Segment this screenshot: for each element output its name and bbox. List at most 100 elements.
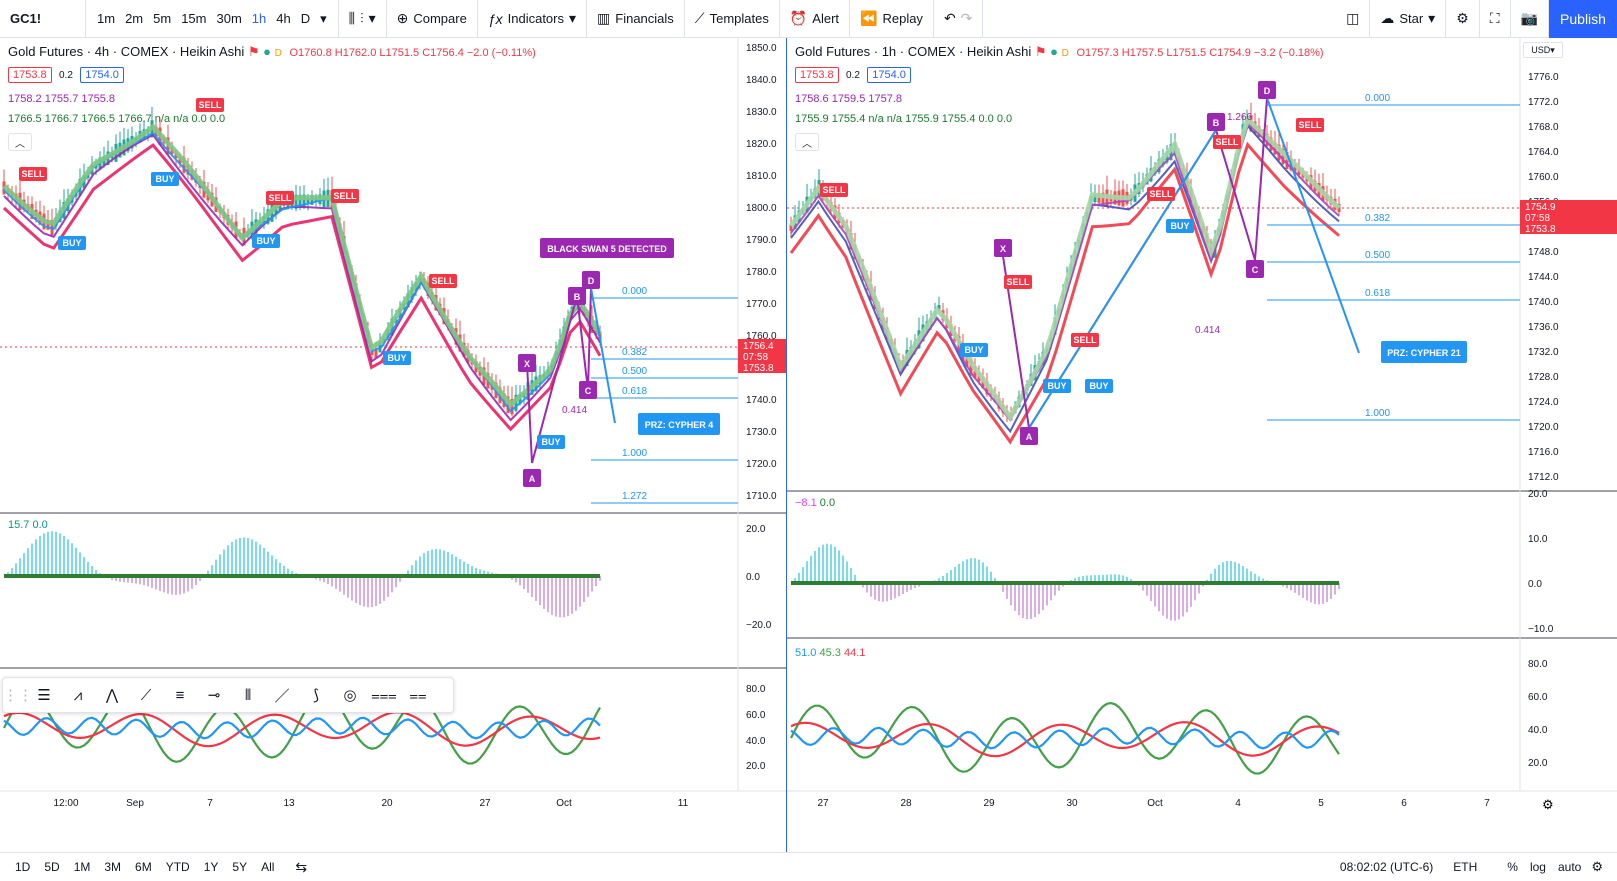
settings-button[interactable]: ⚙ — [1446, 0, 1480, 38]
time-axis-label: 27 — [817, 798, 829, 809]
signal-badge — [1085, 379, 1113, 393]
timeframe-1m[interactable]: 1m — [97, 11, 116, 26]
fib-channel-icon[interactable]: ⩵ — [409, 686, 427, 704]
pattern-point-marker — [1258, 81, 1276, 99]
moving-average-line — [2, 123, 603, 409]
range-ytd[interactable]: YTD — [165, 860, 190, 874]
osc1-axis-label: 10.0 — [1528, 534, 1548, 545]
flag-icon[interactable]: ⚑ — [247, 44, 260, 59]
range-1d[interactable]: 1D — [15, 860, 31, 874]
ma-legend-2: 1755.9 1755.4 n/a n/a 1755.9 1755.4 0.0 … — [795, 113, 1013, 125]
bottom-toolbar: 1D 5D 1M 3M 6M YTD 1Y 5Y All ⇆ 08:02:02 (UTC-6) … — [0, 852, 1617, 881]
spiral-icon[interactable]: ◎ — [343, 687, 357, 704]
chevron-down-icon: ▾ — [1550, 44, 1555, 55]
alert-button[interactable]: ⏰ Alert — [780, 0, 851, 38]
fx-icon: ƒx — [487, 10, 503, 27]
trend-channel-icon[interactable]: ⟋ — [140, 686, 152, 704]
fullscreen-icon: ⛶ — [1489, 10, 1500, 26]
symbol-search[interactable]: GC1! — [0, 0, 86, 38]
log-toggle[interactable]: log — [1529, 860, 1546, 874]
price-tag-text: 1753.8 — [1525, 224, 1556, 235]
goto-date-icon[interactable]: ⇆ — [295, 858, 308, 875]
oscillator-line — [3, 711, 601, 748]
signal-label: SELL — [1073, 335, 1097, 345]
timeframe-2m[interactable]: 2m — [125, 11, 144, 26]
abc-pattern-icon[interactable]: ⋀ — [105, 687, 119, 704]
session-toggle[interactable]: ETH — [1453, 860, 1478, 874]
auto-toggle[interactable]: auto — [1557, 860, 1582, 874]
bid-price[interactable]: 1753.8 — [8, 67, 52, 83]
publish-button[interactable]: Publish — [1549, 0, 1617, 38]
price-axis-label: 1720.0 — [746, 459, 777, 470]
ask-price[interactable]: 1754.0 — [867, 67, 911, 83]
percent-toggle[interactable]: % — [1507, 860, 1518, 874]
timeframe-15m[interactable]: 15m — [181, 11, 207, 26]
timeframe-1h[interactable]: 1h — [251, 11, 267, 26]
range-all[interactable]: All — [261, 860, 275, 874]
range-3m[interactable]: 3M — [104, 860, 122, 874]
signal-label: SELL — [268, 193, 292, 203]
flag-icon[interactable]: ⚑ — [1034, 44, 1047, 59]
collapse-legend-button[interactable]: ︿ — [795, 133, 819, 151]
left-chart-canvas[interactable]: 1850.0 1840.0 1830.0 1820.0 1810.0 1800.0 1790… — [0, 38, 786, 852]
timeframe-D[interactable]: D — [300, 11, 311, 26]
xabcd-pattern-icon[interactable]: ⩘ — [73, 686, 83, 704]
layout-button[interactable]: ◫ — [1336, 0, 1371, 38]
range-1m[interactable]: 1M — [73, 860, 91, 874]
currency-select[interactable]: USD ▾ — [1523, 42, 1563, 58]
candle — [302, 194, 306, 208]
range-6m[interactable]: 6M — [135, 860, 152, 874]
star-button[interactable]: ☁ Star ▾ — [1370, 0, 1447, 38]
time-axis-label: 13 — [283, 798, 295, 809]
indicators-button[interactable]: ƒx Indicators ▾ — [478, 0, 588, 38]
templates-icon: ⟋ — [694, 10, 705, 26]
projection-line — [1266, 97, 1360, 354]
signal-label: SELL — [21, 169, 45, 179]
horizontal-ray-icon[interactable]: ⊸ — [207, 687, 221, 704]
head-shoulders-icon[interactable]: ⟆ — [313, 687, 319, 704]
price-axis-label: 1760.0 — [746, 331, 777, 342]
collapse-legend-button[interactable]: ︿ — [8, 133, 32, 151]
range-5d[interactable]: 5D — [44, 860, 60, 874]
signal-badge — [820, 183, 848, 197]
fib-retracement-icon[interactable]: ≡ — [175, 686, 185, 704]
ask-price[interactable]: 1754.0 — [80, 67, 124, 83]
undo-icon[interactable]: ↶ — [943, 10, 956, 26]
clock[interactable]: 08:02:02 (UTC-6) — [1339, 860, 1434, 874]
fib-level-label: 1.272 — [622, 491, 647, 502]
financials-button[interactable]: ▥ Financials — [587, 0, 685, 38]
chevron-down-icon[interactable]: ▾ — [320, 10, 327, 26]
left-chart-title[interactable]: Gold Futures · 4h · COMEX · Heikin Ashi … — [8, 44, 536, 59]
vertical-lines-icon[interactable]: ⦀ — [244, 686, 252, 704]
redo-icon[interactable]: ↷ — [960, 10, 973, 26]
right-bid-ask: 1753.8 0.2 1754.0 — [795, 67, 911, 83]
fib-level-label: 0.500 — [1365, 250, 1390, 261]
range-5y[interactable]: 5Y — [232, 860, 248, 874]
right-chart-title[interactable]: Gold Futures · 1h · COMEX · Heikin Ashi … — [795, 44, 1324, 59]
compare-button[interactable]: ⊕ Compare — [387, 0, 478, 38]
candle — [306, 198, 310, 203]
left-chart-pane[interactable]: 1850.0 1840.0 1830.0 1820.0 1810.0 1800.0 1790… — [0, 38, 786, 852]
chart-type-button[interactable]: ⫼ ⫶ ▾ — [339, 0, 387, 38]
replay-button[interactable]: ⏪ Replay — [850, 0, 934, 38]
snapshot-button[interactable]: 📷 — [1511, 0, 1549, 38]
price-axis-label: 1730.0 — [746, 427, 777, 438]
chart-settings-icon[interactable]: ⚙ — [1591, 859, 1603, 874]
projection-line — [590, 287, 616, 424]
timeframe-4h[interactable]: 4h — [276, 11, 291, 26]
moving-average-line — [3, 133, 601, 422]
templates-button[interactable]: ⟋ Templates — [685, 0, 780, 38]
bid-price[interactable]: 1753.8 — [795, 67, 839, 83]
fib-extension-icon[interactable]: ⩶ — [371, 686, 397, 704]
fullscreen-button[interactable]: ⛶ — [1480, 0, 1511, 38]
timeframe-5m[interactable]: 5m — [153, 11, 172, 26]
trend-line-icon[interactable]: ／ — [274, 687, 290, 705]
osc2-axis-label: 40.0 — [1528, 725, 1548, 736]
right-chart-pane[interactable]: 1776.01772.01768.01764.01760.01756.01752… — [786, 38, 1617, 852]
drag-handle-icon[interactable]: ⋮⋮ — [3, 687, 33, 704]
ma-legend-1: 1758.6 1759.5 1757.8 — [795, 93, 903, 105]
right-chart-canvas[interactable]: 1776.01772.01768.01764.01760.01756.01752… — [787, 38, 1617, 852]
range-1y[interactable]: 1Y — [203, 860, 219, 874]
timeframe-30m[interactable]: 30m — [216, 11, 242, 26]
horizontal-lines-icon[interactable]: ☰ — [37, 687, 51, 704]
